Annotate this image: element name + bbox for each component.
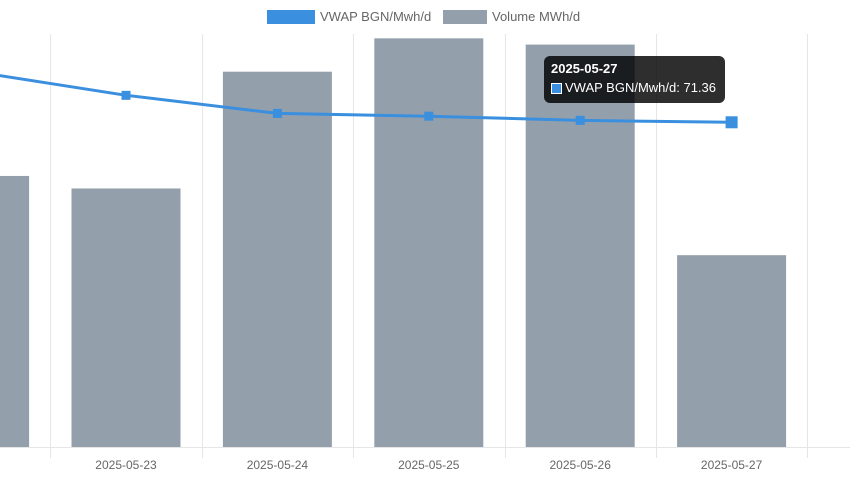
- volume-bar-2025-05-23[interactable]: [71, 188, 181, 447]
- tooltip-title: 2025-05-27: [551, 61, 618, 76]
- vwap-line-path: [0, 74, 732, 124]
- x-axis-ticks: 22025-05-232025-05-242025-05-252025-05-2…: [95, 458, 763, 472]
- x-tick-label: 2025-05-25: [398, 458, 460, 472]
- legend: VWAP BGN/Mwh/d Volume MWh/d: [267, 9, 580, 24]
- tooltip-row: VWAP BGN/Mwh/d: 71.36: [551, 79, 718, 97]
- vwap-point-2025-05-26[interactable]: [575, 115, 585, 125]
- legend-label-volume: Volume MWh/d: [492, 9, 580, 24]
- vwap-point-2025-05-24[interactable]: [272, 108, 282, 118]
- legend-item-vwap[interactable]: VWAP BGN/Mwh/d: [267, 9, 431, 24]
- tooltip-swatch: [551, 82, 562, 94]
- x-tick-label: 2025-05-24: [247, 458, 309, 472]
- x-tick-label: 2025-05-23: [95, 458, 157, 472]
- tooltip-label: VWAP BGN/Mwh/d: 71.36: [565, 80, 717, 95]
- legend-swatch-vwap: [267, 10, 315, 24]
- legend-item-volume[interactable]: Volume MWh/d: [443, 9, 580, 24]
- legend-label-vwap: VWAP BGN/Mwh/d: [320, 9, 431, 24]
- volume-bars: [0, 38, 787, 448]
- tooltip: 2025-05-27 VWAP BGN/Mwh/d: 71.36: [544, 56, 725, 103]
- volume-bar-2025-05-24[interactable]: [222, 71, 332, 447]
- vwap-point-2025-05-25[interactable]: [424, 111, 434, 121]
- grid: [0, 34, 850, 458]
- volume-bar-2025-05-26[interactable]: [525, 44, 635, 447]
- vwap-point-2025-05-27[interactable]: [725, 116, 738, 129]
- legend-swatch-volume: [443, 10, 487, 24]
- vwap-line: [0, 74, 738, 129]
- volume-bar-2025-05-25[interactable]: [374, 38, 484, 448]
- x-tick-label: 2025-05-27: [701, 458, 763, 472]
- vwap-point-2025-05-23[interactable]: [121, 90, 131, 100]
- x-tick-label: 2025-05-26: [550, 458, 612, 472]
- volume-bar-2025-05-27[interactable]: [677, 255, 787, 447]
- volume-bar-2025-05-22[interactable]: [0, 175, 30, 447]
